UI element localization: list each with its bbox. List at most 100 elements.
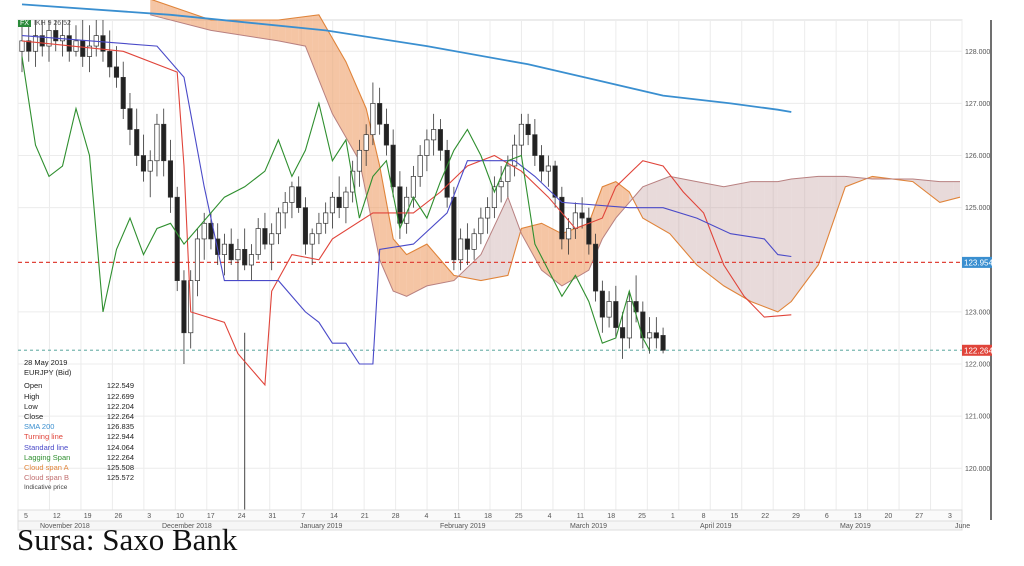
candle-body — [626, 301, 632, 339]
candle-body — [363, 134, 369, 151]
x-day-label: 8 — [702, 513, 706, 520]
info-value: 122.699 — [106, 391, 134, 401]
candle-body — [518, 123, 524, 146]
info-label: Cloud span B — [24, 473, 70, 483]
candle-body — [356, 149, 362, 172]
info-value: 122.944 — [106, 432, 134, 442]
candle-body — [107, 50, 113, 68]
cloud-segment — [278, 19, 286, 43]
info-label: High — [24, 391, 40, 401]
info-row: Open 122.549 — [24, 381, 134, 391]
x-month-label: May 2019 — [840, 523, 871, 530]
cloud-segment — [204, 17, 211, 31]
cloud-segment — [723, 185, 731, 290]
candle-body — [19, 40, 25, 52]
cloud-segment — [696, 181, 704, 271]
info-row: Standard line 124.064 — [24, 443, 134, 453]
info-value: 122.264 — [106, 412, 134, 422]
cloud-segment — [480, 240, 488, 281]
info-value: 122.264 — [106, 452, 134, 462]
candle-body — [167, 160, 174, 198]
cloud-segment — [460, 267, 468, 279]
price-badge-label: 122.264 — [964, 346, 993, 355]
info-value: 122.204 — [106, 401, 134, 411]
cloud-segment — [791, 178, 799, 302]
x-day-label: 3 — [147, 513, 151, 520]
info-value: 126.835 — [106, 422, 134, 432]
info-label: SMA 200 — [24, 422, 55, 432]
candle-body — [120, 76, 126, 109]
cloud-segment — [372, 137, 380, 260]
candle-body — [181, 280, 187, 334]
x-day-label: 11 — [577, 513, 584, 520]
cloud-segment — [953, 181, 960, 199]
info-value: 124.064 — [106, 442, 134, 452]
candle-body — [255, 228, 261, 255]
cloud-segment — [264, 20, 272, 40]
cloud-segment — [339, 49, 346, 138]
candle-body — [397, 186, 403, 224]
x-month-label: June — [955, 523, 970, 530]
info-row: Lagging Span 122.264 — [24, 453, 134, 463]
x-day-label: 6 — [825, 513, 829, 520]
cloud-segment — [636, 186, 643, 219]
candle-body — [221, 243, 227, 255]
cloud-segment — [676, 177, 684, 250]
candle-body — [451, 196, 457, 261]
y-axis: 128.000 127.000 126.000 125.000 123.000 122.0… — [965, 20, 992, 520]
cloud-segment — [825, 176, 832, 246]
cloud-segment — [224, 20, 232, 34]
info-row: Turning line 122.944 — [24, 432, 134, 442]
instrument-badge[interactable]: FX — [18, 20, 31, 27]
info-value: 125.508 — [106, 463, 134, 473]
candle-body — [383, 123, 389, 146]
info-label: Cloud span A — [24, 463, 69, 473]
info-row: Cloud span A 125.508 — [24, 463, 134, 473]
candle-body — [228, 243, 234, 261]
candle-body — [269, 233, 275, 245]
x-day-label: 22 — [761, 513, 769, 520]
candle-body — [282, 202, 288, 214]
y-tick-label: 120.000 — [965, 466, 990, 473]
x-day-label: 10 — [176, 513, 184, 520]
candle-body — [147, 160, 153, 172]
cloud-segment — [845, 176, 853, 187]
candle-body — [100, 35, 106, 52]
candle-body — [458, 238, 464, 261]
x-axis: 5 12 19 26 3 10 17 24 31 7 14 21 28 4 11 18 25 4 11 18 25 1 8 1… — [17, 509, 970, 531]
cloud-segment — [852, 177, 859, 185]
x-day-label: 25 — [515, 513, 523, 520]
x-month-label: January 2019 — [300, 523, 343, 530]
cloud-segment — [831, 176, 839, 226]
x-day-label: 20 — [885, 513, 893, 520]
info-label: Close — [24, 412, 44, 422]
info-date: 28 May 2019 — [24, 358, 68, 367]
cloud-segment — [663, 176, 670, 234]
cloud-segment — [237, 20, 245, 36]
info-row: High 122.699 — [24, 392, 134, 402]
cloud-segment — [656, 178, 664, 230]
cloud-segment — [717, 185, 724, 286]
y-tick-label: 127.000 — [965, 101, 990, 108]
cloud-segment — [217, 20, 225, 33]
cloud-segment — [561, 231, 569, 286]
cloud-segment — [150, 0, 157, 17]
cloud-segment — [325, 26, 333, 114]
y-tick-label: 121.000 — [965, 414, 990, 421]
cloud-segment — [426, 244, 434, 286]
candle-body — [66, 35, 72, 52]
x-month-label: March 2019 — [570, 523, 607, 530]
info-label: Open — [24, 381, 43, 391]
info-label: Low — [24, 401, 38, 411]
candle-body — [302, 207, 308, 245]
candle-body — [86, 45, 93, 57]
cloud-segment — [555, 230, 562, 286]
cloud-segment — [420, 244, 427, 290]
x-day-label: 11 — [454, 513, 461, 520]
candle-body — [404, 196, 410, 224]
cloud-segment — [669, 176, 677, 242]
candle-body — [39, 35, 45, 47]
cloud-segment — [291, 17, 299, 45]
candle-body — [464, 238, 470, 250]
cloud-segment — [447, 267, 454, 282]
